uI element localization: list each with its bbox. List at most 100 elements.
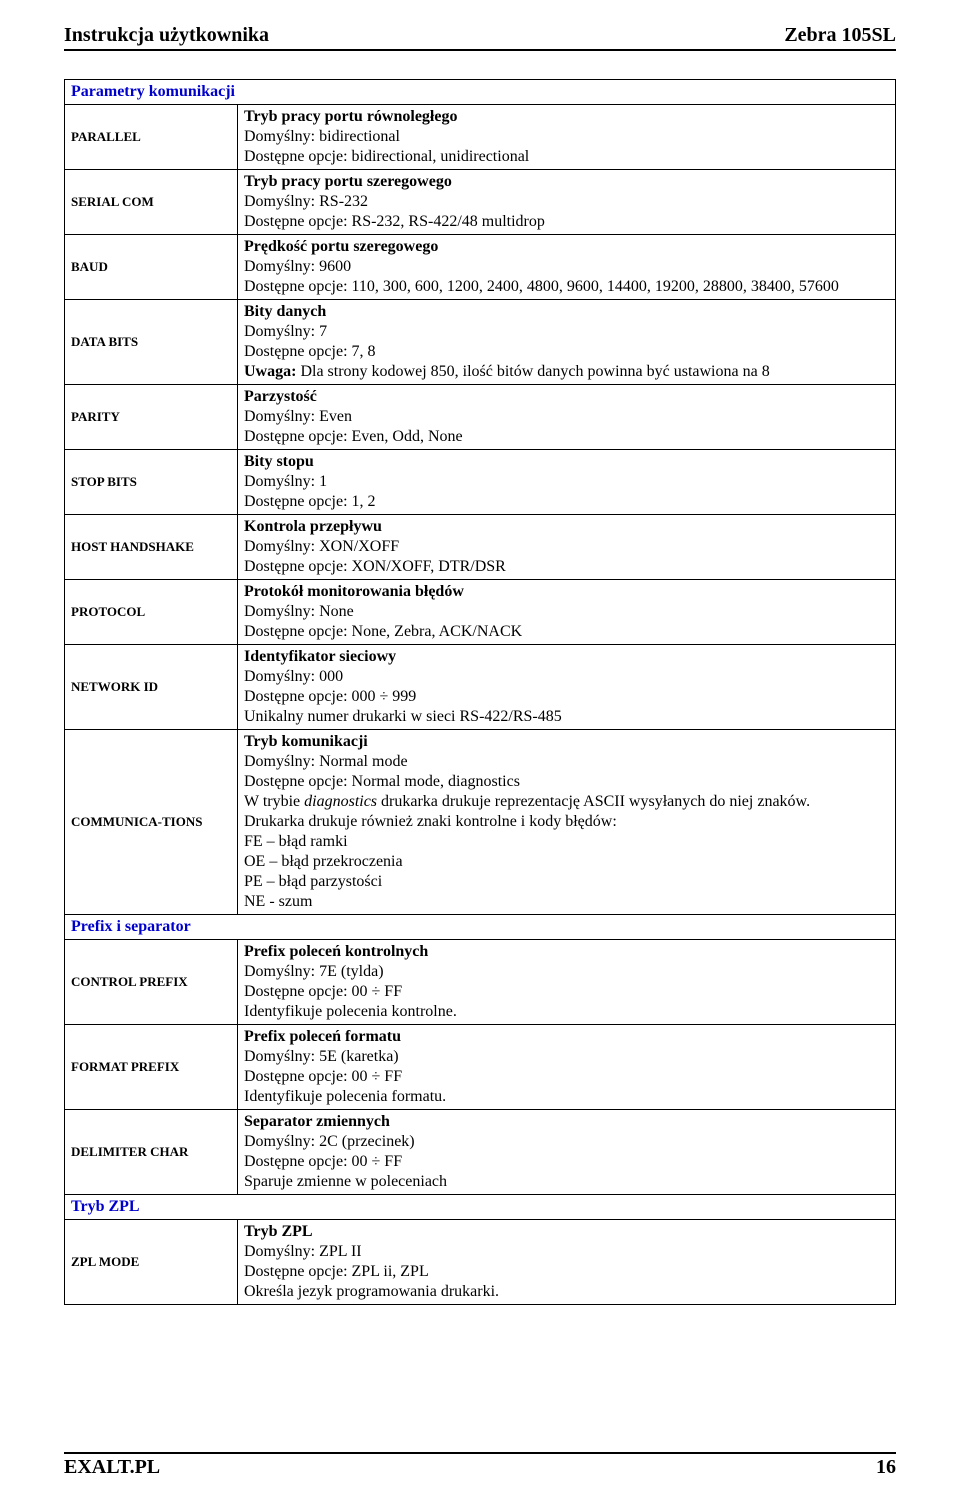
row-delimiter: DELIMITER CHAR Separator zmiennych Domyś…: [65, 1110, 896, 1195]
text: Dostępne opcje: 00 ÷ FF: [244, 1068, 402, 1085]
text: Tryb pracy portu równoległego: [244, 108, 457, 125]
row-network-id: NETWORK ID Identyfikator sieciowy Domyśl…: [65, 645, 896, 730]
desc-communications: Tryb komunikacji Domyślny: Normal mode D…: [238, 730, 896, 915]
label-serial: SERIAL COM: [65, 170, 238, 235]
row-stopbits: STOP BITS Bity stopu Domyślny: 1 Dostępn…: [65, 450, 896, 515]
desc-parallel: Tryb pracy portu równoległego Domyślny: …: [238, 105, 896, 170]
text: diagnostics: [304, 793, 377, 810]
text: NE - szum: [244, 893, 312, 910]
row-format-prefix: FORMAT PREFIX Prefix poleceń formatu Dom…: [65, 1025, 896, 1110]
text: drukarka drukuje reprezentację ASCII wys…: [377, 793, 810, 810]
label-control-prefix: CONTROL PREFIX: [65, 940, 238, 1025]
label-stopbits: STOP BITS: [65, 450, 238, 515]
text: Separator zmiennych: [244, 1113, 390, 1130]
text: Bity danych: [244, 303, 326, 320]
text: Bity stopu: [244, 453, 314, 470]
text: Dostępne opcje: Normal mode, diagnostics: [244, 773, 520, 790]
row-databits: DATA BITS Bity danych Domyślny: 7 Dostęp…: [65, 300, 896, 385]
desc-parity: Parzystość Domyślny: Even Dostępne opcje…: [238, 385, 896, 450]
text: Domyślny: 7E (tylda): [244, 963, 384, 980]
text: Dostępne opcje: None, Zebra, ACK/NACK: [244, 623, 522, 640]
text: Domyślny: RS-232: [244, 193, 368, 210]
text: Domyślny: Even: [244, 408, 352, 425]
text: Dostępne opcje: bidirectional, unidirect…: [244, 148, 529, 165]
text: Dostępne opcje: Even, Odd, None: [244, 428, 463, 445]
desc-host-handshake: Kontrola przepływu Domyślny: XON/XOFF Do…: [238, 515, 896, 580]
text: Unikalny numer drukarki w sieci RS-422/R…: [244, 708, 562, 725]
label-parity: PARITY: [65, 385, 238, 450]
desc-baud: Prędkość portu szeregowego Domyślny: 960…: [238, 235, 896, 300]
desc-protocol: Protokół monitorowania błędów Domyślny: …: [238, 580, 896, 645]
label-baud: BAUD: [65, 235, 238, 300]
text: Dla strony kodowej 850, ilość bitów dany…: [296, 363, 769, 380]
text: Prefix poleceń formatu: [244, 1028, 401, 1045]
desc-control-prefix: Prefix poleceń kontrolnych Domyślny: 7E …: [238, 940, 896, 1025]
label-databits: DATA BITS: [65, 300, 238, 385]
row-protocol: PROTOCOL Protokół monitorowania błędów D…: [65, 580, 896, 645]
text: Tryb pracy portu szeregowego: [244, 173, 452, 190]
row-control-prefix: CONTROL PREFIX Prefix poleceń kontrolnyc…: [65, 940, 896, 1025]
header-left: Instrukcja użytkownika: [64, 24, 269, 47]
text: PE – błąd parzystości: [244, 873, 382, 890]
row-serial: SERIAL COM Tryb pracy portu szeregowego …: [65, 170, 896, 235]
text: Domyślny: 2C (przecinek): [244, 1133, 415, 1150]
desc-network-id: Identyfikator sieciowy Domyślny: 000 Dos…: [238, 645, 896, 730]
text: Domyślny: 5E (karetka): [244, 1048, 399, 1065]
text: Dostępne opcje: RS-232, RS-422/48 multid…: [244, 213, 545, 230]
text: Dostępne opcje: 110, 300, 600, 1200, 240…: [244, 278, 839, 295]
text: Identyfikator sieciowy: [244, 648, 396, 665]
text: Prędkość portu szeregowego: [244, 238, 438, 255]
text: Uwaga:: [244, 363, 296, 380]
text: Dostępne opcje: 000 ÷ 999: [244, 688, 416, 705]
text: Dostępne opcje: ZPL ii, ZPL: [244, 1263, 429, 1280]
text: Domyślny: 7: [244, 323, 327, 340]
text: Sparuje zmienne w poleceniach: [244, 1173, 447, 1190]
page: Instrukcja użytkownika Zebra 105SL Param…: [0, 0, 960, 1497]
label-format-prefix: FORMAT PREFIX: [65, 1025, 238, 1110]
text: Domyślny: 1: [244, 473, 327, 490]
label-network-id: NETWORK ID: [65, 645, 238, 730]
desc-databits: Bity danych Domyślny: 7 Dostępne opcje: …: [238, 300, 896, 385]
row-parallel: PARALLEL Tryb pracy portu równoległego D…: [65, 105, 896, 170]
desc-format-prefix: Prefix poleceń formatu Domyślny: 5E (kar…: [238, 1025, 896, 1110]
row-host-handshake: HOST HANDSHAKE Kontrola przepływu Domyśl…: [65, 515, 896, 580]
desc-zpl-mode: Tryb ZPL Domyślny: ZPL II Dostępne opcje…: [238, 1220, 896, 1305]
desc-stopbits: Bity stopu Domyślny: 1 Dostępne opcje: 1…: [238, 450, 896, 515]
desc-serial: Tryb pracy portu szeregowego Domyślny: R…: [238, 170, 896, 235]
text: W trybie: [244, 793, 304, 810]
text: Domyślny: 9600: [244, 258, 351, 275]
footer-left: EXALT.PL: [64, 1456, 160, 1479]
footer-page-number: 16: [876, 1456, 896, 1479]
parameters-table: Parametry komunikacji PARALLEL Tryb prac…: [64, 79, 896, 1305]
text: Dostępne opcje: 1, 2: [244, 493, 376, 510]
text: Domyślny: bidirectional: [244, 128, 400, 145]
text: Prefix poleceń kontrolnych: [244, 943, 428, 960]
row-zpl-mode: ZPL MODE Tryb ZPL Domyślny: ZPL II Dostę…: [65, 1220, 896, 1305]
label-communications: COMMUNICA-TIONS: [65, 730, 238, 915]
text: Dostępne opcje: 7, 8: [244, 343, 376, 360]
row-communications: COMMUNICA-TIONS Tryb komunikacji Domyśln…: [65, 730, 896, 915]
text: Domyślny: None: [244, 603, 354, 620]
row-baud: BAUD Prędkość portu szeregowego Domyślny…: [65, 235, 896, 300]
text: OE – błąd przekroczenia: [244, 853, 403, 870]
text: Tryb ZPL: [244, 1223, 313, 1240]
text: Identyfikuje polecenia formatu.: [244, 1088, 446, 1105]
section-zpl: Tryb ZPL: [65, 1195, 896, 1220]
text: Tryb komunikacji: [244, 733, 368, 750]
text: Protokół monitorowania błędów: [244, 583, 464, 600]
text: Dostępne opcje: XON/XOFF, DTR/DSR: [244, 558, 506, 575]
header-right: Zebra 105SL: [784, 24, 896, 47]
page-footer: EXALT.PL 16: [64, 1452, 896, 1479]
section-communication: Parametry komunikacji: [65, 80, 896, 105]
text: Domyślny: Normal mode: [244, 753, 408, 770]
label-protocol: PROTOCOL: [65, 580, 238, 645]
text: Dostępne opcje: 00 ÷ FF: [244, 983, 402, 1000]
row-parity: PARITY Parzystość Domyślny: Even Dostępn…: [65, 385, 896, 450]
text: Kontrola przepływu: [244, 518, 382, 535]
text: Identyfikuje polecenia kontrolne.: [244, 1003, 457, 1020]
text: Domyślny: ZPL II: [244, 1243, 362, 1260]
text: Domyślny: 000: [244, 668, 343, 685]
label-parallel: PARALLEL: [65, 105, 238, 170]
text: Parzystość: [244, 388, 317, 405]
text: Drukarka drukuje również znaki kontrolne…: [244, 813, 617, 830]
